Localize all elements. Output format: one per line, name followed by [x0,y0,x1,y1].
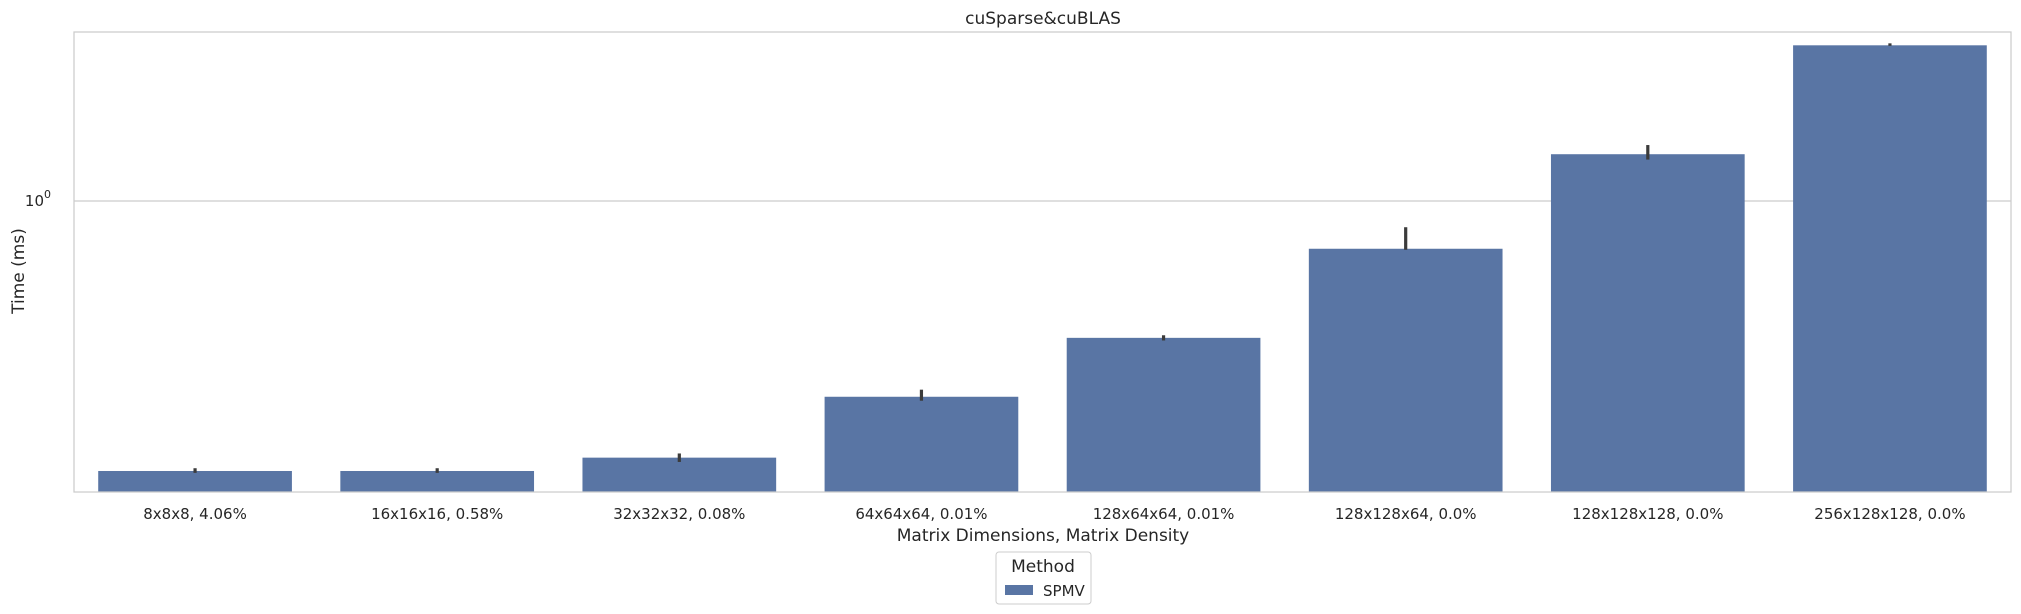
legend[interactable]: Method SPMV [996,552,1091,604]
x-axis-title: Matrix Dimensions, Matrix Density [897,526,1190,546]
y-tick-base: 10 [25,192,44,210]
bar-7 [1551,154,1745,492]
bar-3 [582,458,776,492]
x-tick-label-4: 64x64x64, 0.01% [855,505,987,523]
bar-2 [340,471,534,492]
x-tick-label-5: 128x64x64, 0.01% [1093,505,1235,523]
bar-1 [98,471,292,492]
chart-title: cuSparse&cuBLAS [965,9,1121,29]
bar-4 [825,397,1019,492]
legend-title: Method [1011,557,1075,577]
x-tick-label-2: 16x16x16, 0.58% [371,505,503,523]
x-tick-label-3: 32x32x32, 0.08% [613,505,745,523]
bar-5 [1067,338,1261,492]
y-axis-title: Time (ms) [9,228,29,315]
x-tick-label-7: 128x128x128, 0.0% [1572,505,1723,523]
bar-8 [1793,45,1987,492]
x-tick-label-6: 128x128x64, 0.0% [1335,505,1477,523]
legend-swatch [1005,585,1033,595]
x-tick-label-8: 256x128x128, 0.0% [1814,505,1965,523]
bar-6 [1309,249,1503,492]
y-tick-exponent: 0 [44,188,51,201]
x-tick-label-1: 8x8x8, 4.06% [143,505,247,523]
legend-label: SPMV [1043,582,1086,600]
